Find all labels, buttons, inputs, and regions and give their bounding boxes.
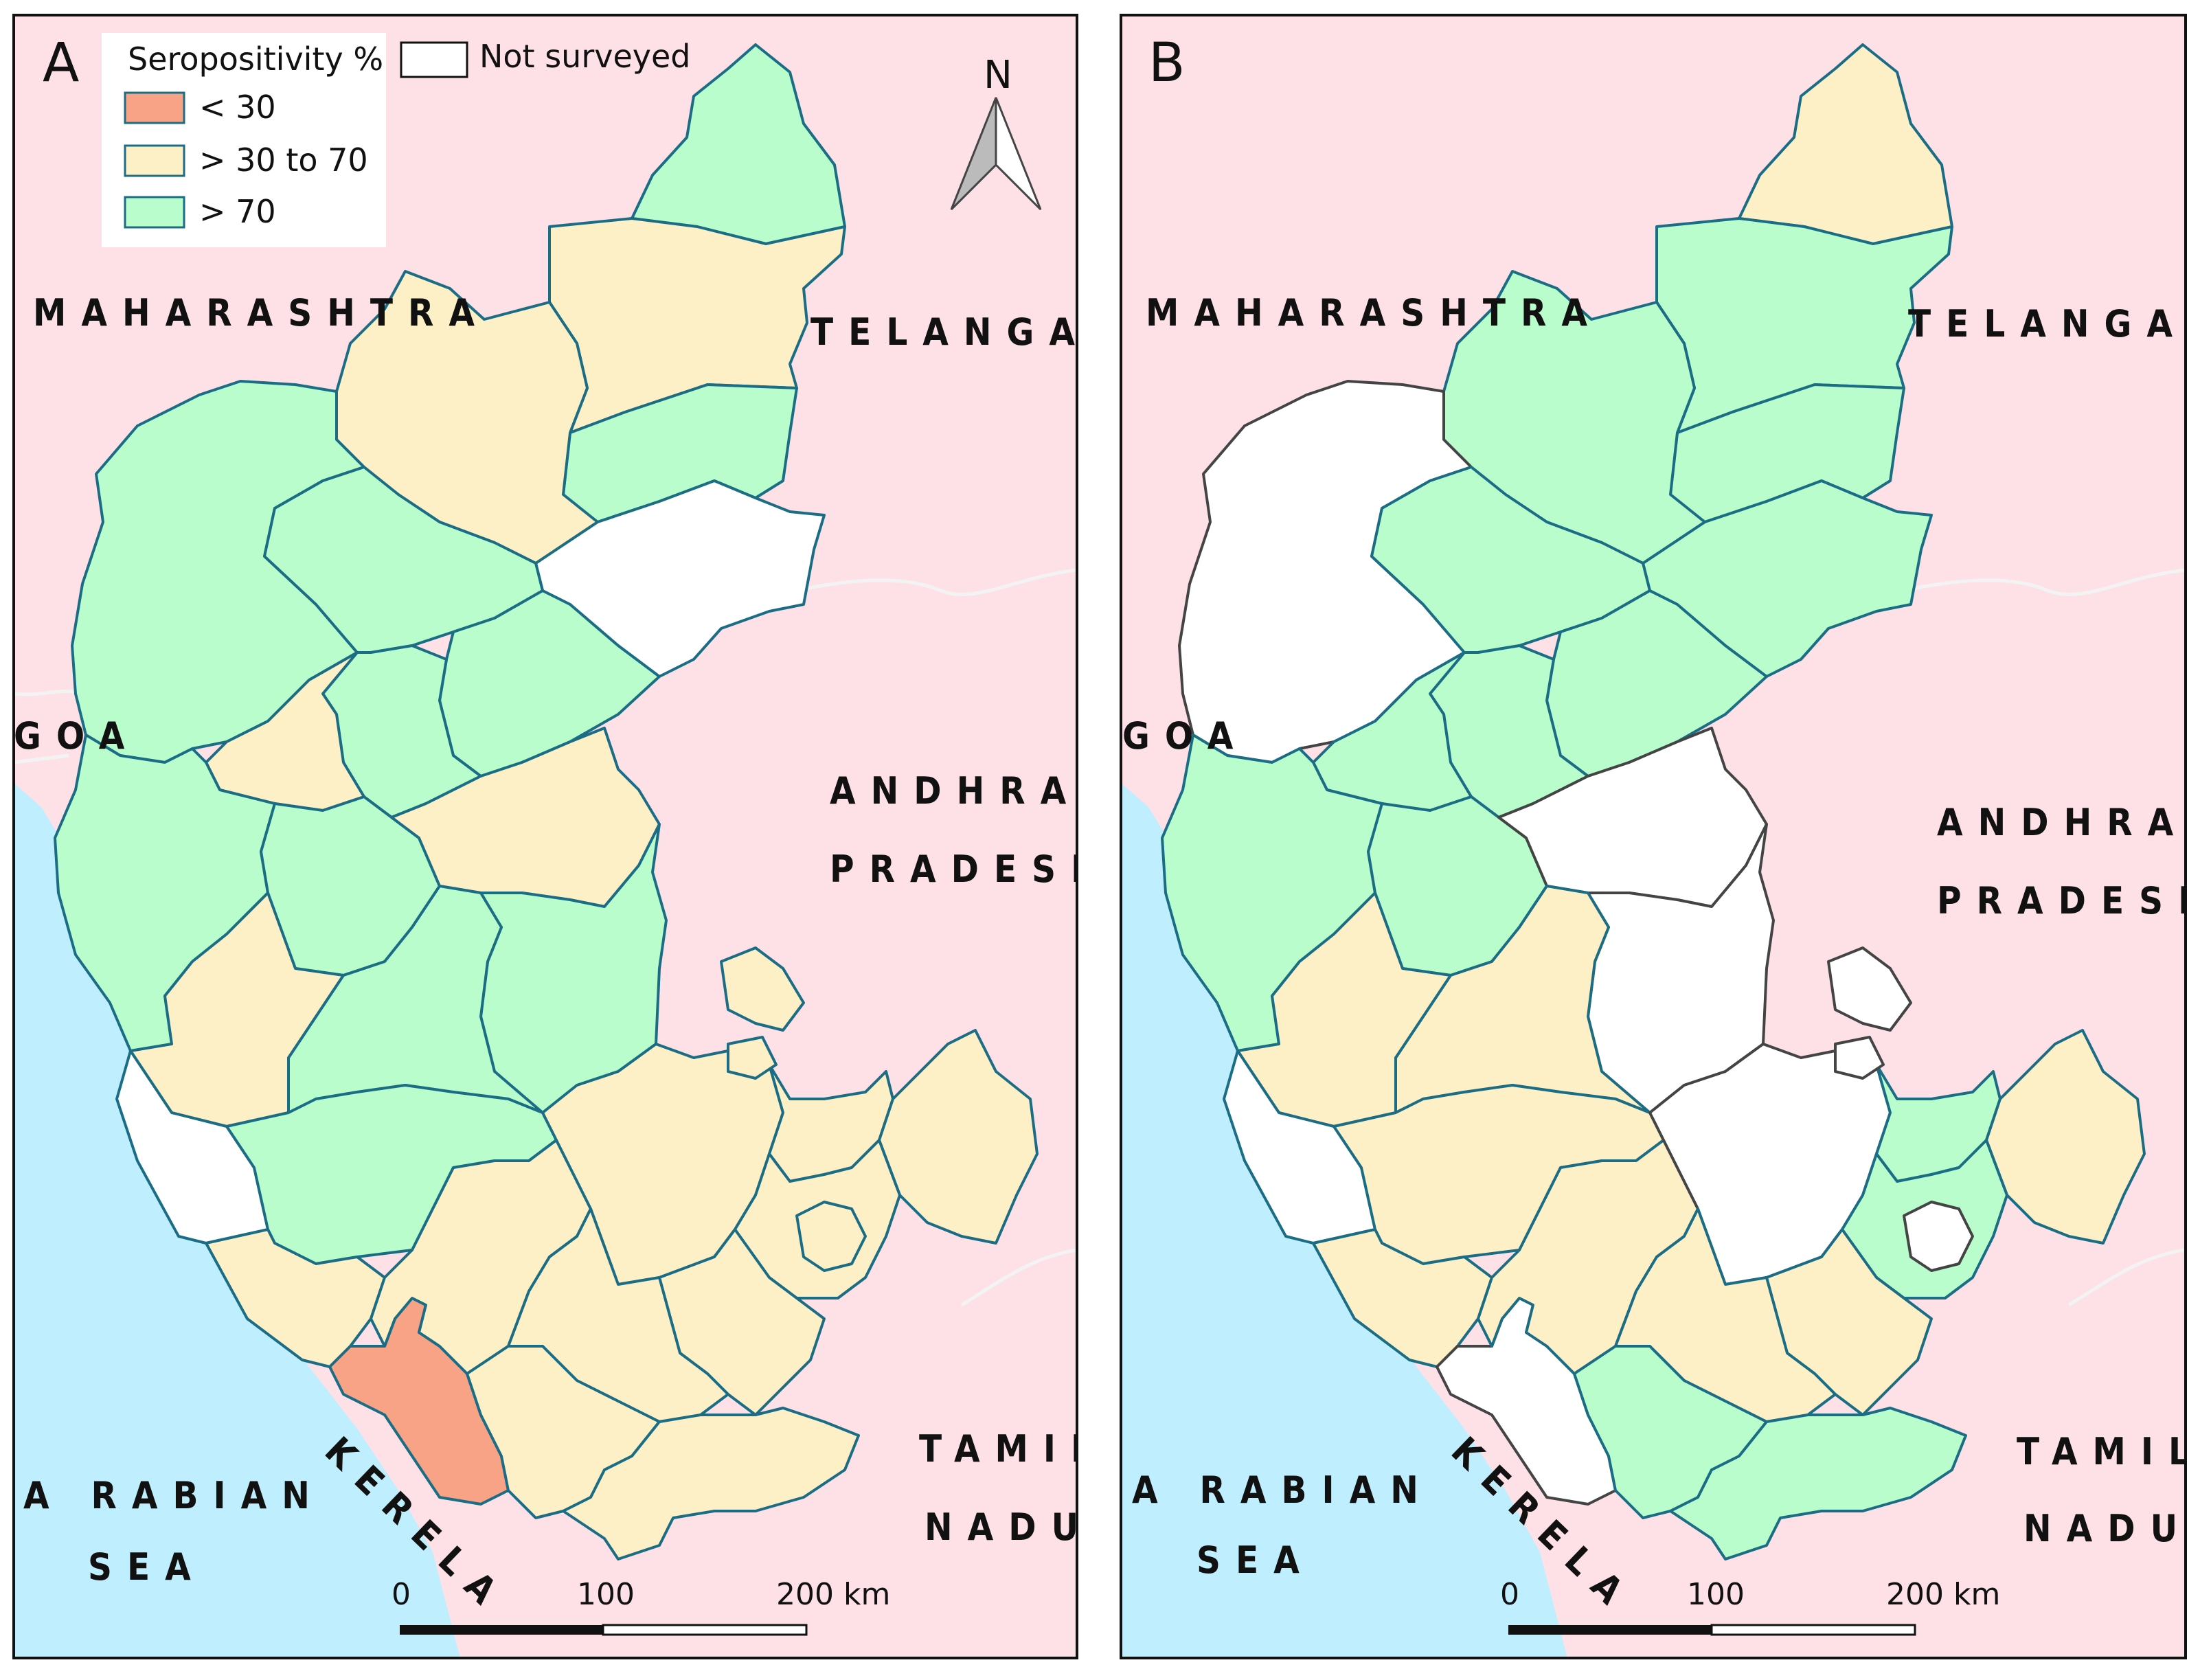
legend-label-high: > 70 xyxy=(199,193,276,230)
legend-label-not-surveyed: Not surveyed xyxy=(479,38,691,75)
district-kolar xyxy=(1985,1029,2146,1245)
label-andhra: ANDHRA xyxy=(1937,801,2188,844)
label-tamil: TAMIL xyxy=(919,1427,1107,1471)
north-arrow-right-half xyxy=(995,97,1042,211)
district-bengaluru-urban xyxy=(1903,1201,1974,1272)
district-bengaluru-urban xyxy=(795,1201,867,1272)
label-pradesh: PRADESH xyxy=(1937,879,2200,922)
legend-label-mid: > 30 to 70 xyxy=(199,141,368,179)
panel-frame xyxy=(1120,14,2187,1659)
label-maharashtra: MAHARASHTRA xyxy=(1146,291,1602,334)
legend-swatch-not-surveyed xyxy=(400,41,468,78)
panel-letter: A xyxy=(43,32,79,94)
district-islet xyxy=(1834,1036,1885,1080)
panel-letter: B xyxy=(1148,32,1186,94)
label-andhra: ANDHRA xyxy=(830,769,1081,813)
map-panel-b: B MAHARASHTRA TELANGANA GOA ANDHRA PRADE… xyxy=(1120,14,2200,1659)
label-maharashtra: MAHARASHTRA xyxy=(33,291,490,334)
label-sea: SEA xyxy=(1197,1539,1315,1582)
label-goa: GOA xyxy=(1122,714,1248,758)
scale-segment-light xyxy=(1710,1624,1916,1636)
legend-swatch-mid xyxy=(124,144,185,177)
map-panel-a: A Seropositivity % < 30 > 30 to 70 > 70 … xyxy=(12,14,1174,1659)
scale-bar: 0 100 200 km xyxy=(392,1577,890,1636)
label-pradesh: PRADESH xyxy=(830,848,1114,891)
label-tamil: TAMIL xyxy=(2017,1430,2200,1473)
scale-tick-200: 200 km xyxy=(1886,1577,2000,1612)
legend: Seropositivity % < 30 > 30 to 70 > 70 No… xyxy=(102,33,691,247)
label-goa: GOA xyxy=(14,714,139,758)
scale-tick-200: 200 km xyxy=(776,1577,890,1612)
district-islet xyxy=(1827,946,1912,1032)
label-arabian: A RABIAN xyxy=(23,1474,325,1517)
scale-tick-100: 100 xyxy=(577,1577,635,1612)
district-islet xyxy=(720,946,805,1032)
scale-segment-dark xyxy=(1508,1625,1712,1635)
scale-tick-0: 0 xyxy=(392,1577,411,1612)
north-arrow-letter: N xyxy=(984,53,1012,98)
district-islet xyxy=(727,1036,778,1080)
legend-title: Seropositivity % xyxy=(128,41,383,78)
district-chamarajanagar xyxy=(1669,1407,1967,1560)
panel-frame xyxy=(12,14,1078,1659)
label-arabian: A RABIAN xyxy=(1132,1468,1433,1512)
label-nadu: NADU xyxy=(925,1506,1093,1549)
districts-panel-a xyxy=(54,43,1039,1560)
legend-swatch-low xyxy=(124,91,185,124)
districts-panel-b xyxy=(1161,43,2146,1560)
scale-segment-light xyxy=(602,1624,808,1636)
label-telangana: TELANGANA xyxy=(810,310,1174,354)
legend-label-low: < 30 xyxy=(199,89,276,126)
label-nadu: NADU xyxy=(2023,1507,2192,1550)
north-arrow: N xyxy=(950,53,1042,211)
district-chamarajanagar xyxy=(562,1407,860,1560)
scale-tick-0: 0 xyxy=(1500,1577,1519,1612)
district-kolar xyxy=(878,1029,1039,1245)
label-sea: SEA xyxy=(88,1545,206,1589)
scale-bar: 0 100 200 km xyxy=(1500,1577,2000,1636)
scale-tick-100: 100 xyxy=(1687,1577,1745,1612)
scale-segment-dark xyxy=(400,1625,603,1635)
legend-swatch-high xyxy=(124,196,185,229)
label-telangana: TELANGANA xyxy=(1908,302,2200,345)
